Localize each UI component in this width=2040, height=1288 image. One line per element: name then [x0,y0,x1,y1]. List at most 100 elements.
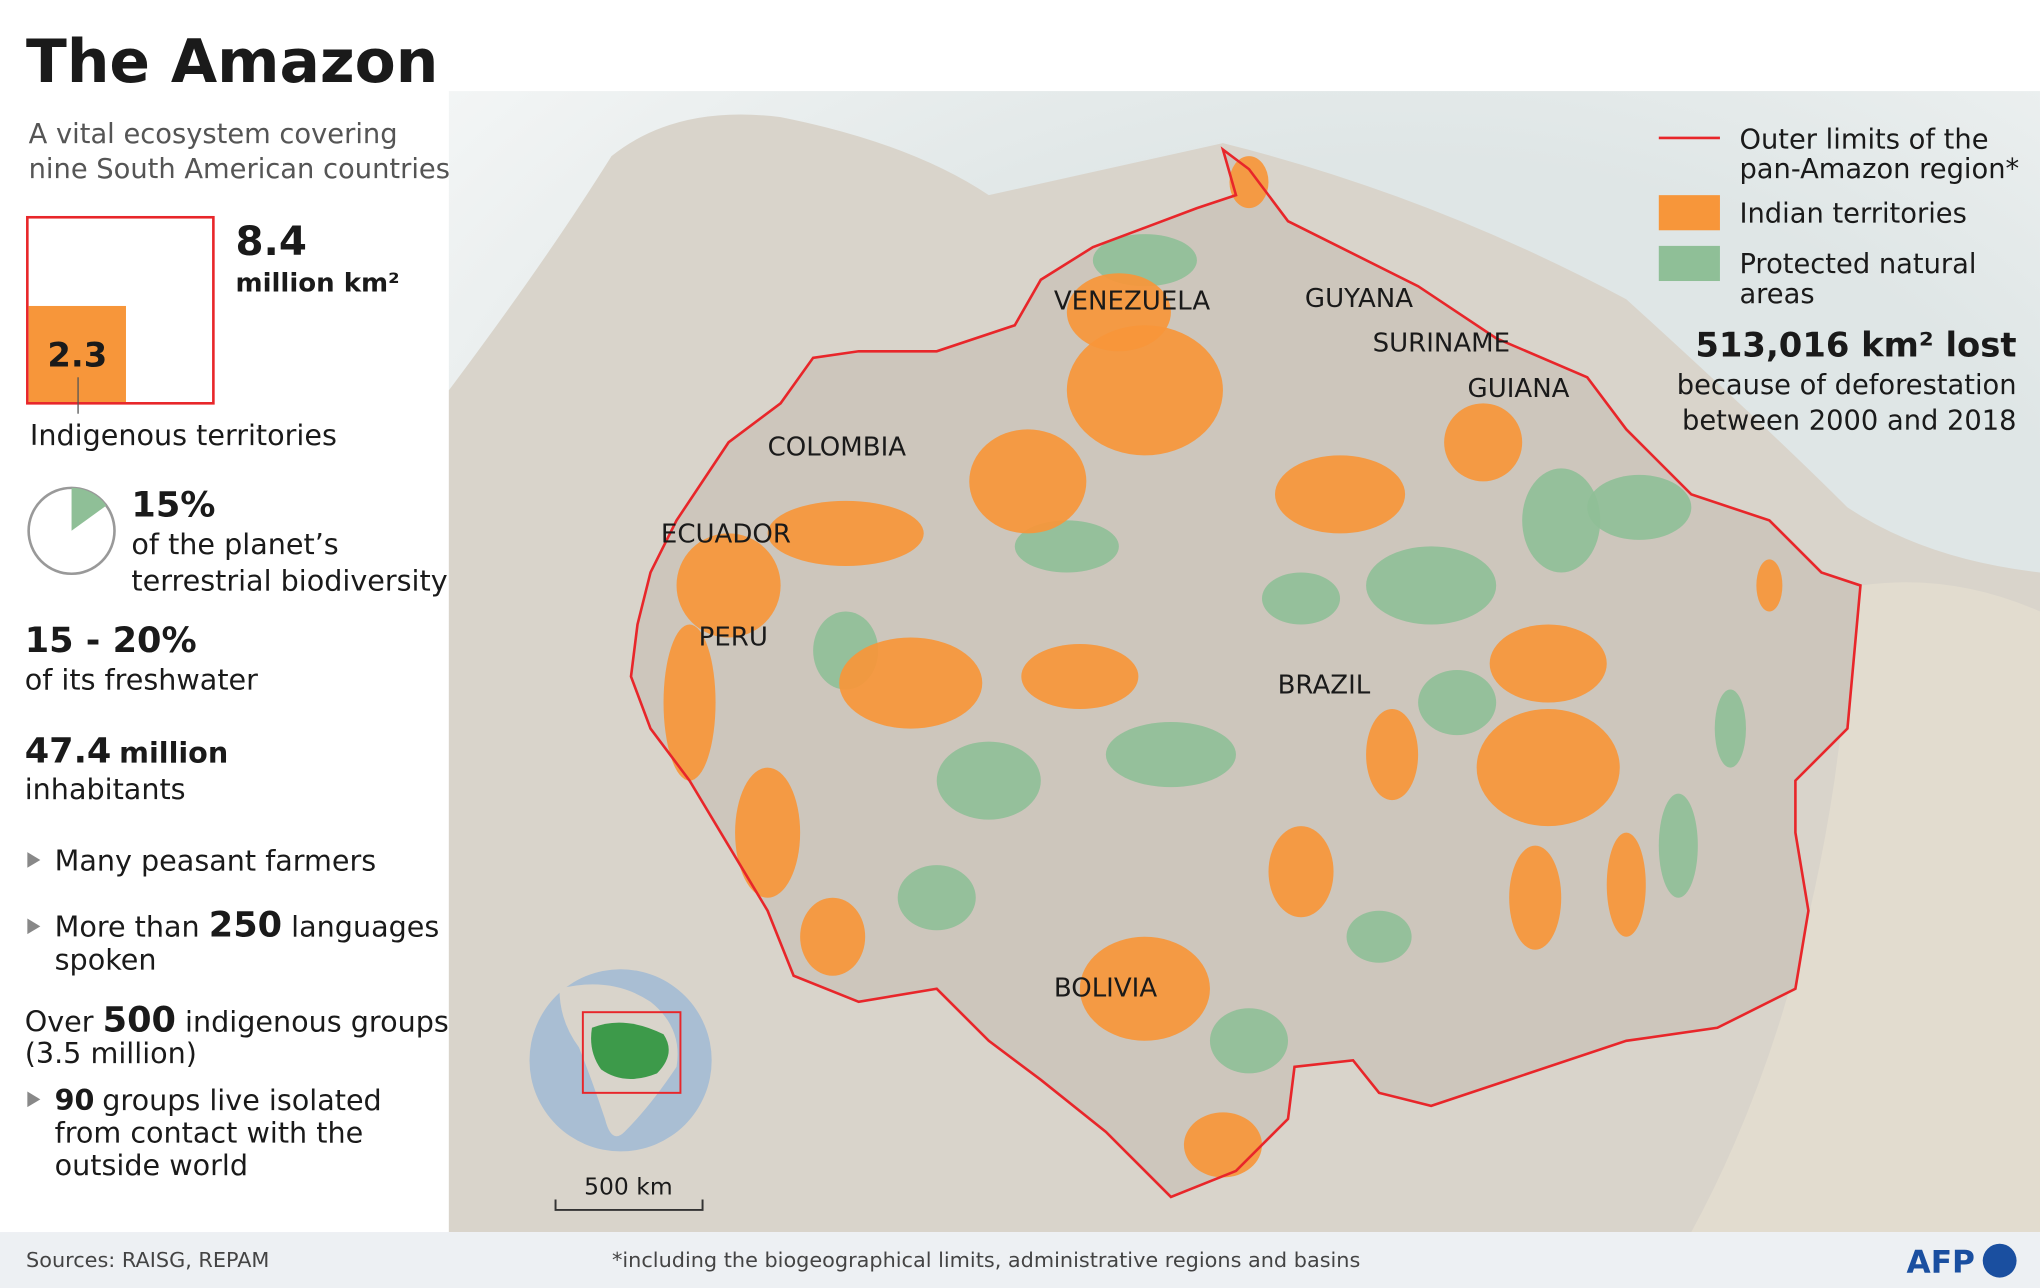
map-land-east [1691,582,2040,1233]
indian-territory [663,624,716,781]
legend-label-part: areas [1739,279,1814,310]
legend-label-part: Outer limits of the [1739,124,1988,155]
scale-label: 500 km [584,1172,672,1200]
biodiversity-text-part: terrestrial biodiversity [131,564,447,598]
deforestation-value-part: 513,016 km² lost [1695,325,2016,364]
biodiversity-text-part: of the planet’s [131,527,338,561]
country-label: ECUADOR [661,520,791,550]
biodiversity-text: terrestrial biodiversity [131,564,447,598]
protected-area [936,741,1041,820]
indian-territory [1079,936,1210,1041]
biodiversity-value: 15% [131,485,215,526]
scale-label-part: 500 km [584,1172,672,1200]
languages-line2-part: spoken [55,942,157,976]
legend-label: Outer limits of the [1739,124,1988,155]
groups: Over 500 indigenous groups [25,1000,449,1041]
area-indigenous [28,305,126,403]
country-label-part: COLOMBIA [768,432,907,462]
scale-bar [554,1199,704,1211]
footnote: *including the biogeographical limits, a… [612,1248,1360,1272]
amazon-outline [629,146,1862,1199]
bullet [27,918,41,935]
freshwater-value-part: 15 - 20% [25,620,197,661]
logo-part: AFP [1907,1244,1975,1280]
groups-part: indigenous groups [185,1005,449,1039]
subtitle: A vital ecosystem covering [29,119,398,150]
protected-area [1658,793,1698,898]
legend-swatch [1658,195,1720,231]
protected-area [1587,474,1692,540]
globe-frame [581,1011,682,1094]
indian-territory [1274,455,1406,534]
inhabitants-value-part: million [119,735,228,769]
country-label-part: PERU [699,622,768,652]
isolated-line: from contact with the [55,1115,364,1149]
country-label: GUIANA [1468,374,1570,404]
indian-territory [1509,845,1562,950]
area-total-value: 8.4 [235,218,306,265]
indian-territory [1021,644,1139,710]
area-total-value-part: 8.4 [235,218,306,265]
indian-territory [969,429,1087,534]
legend-label: areas [1739,279,1814,310]
protected-area [1105,722,1236,788]
inhabitants-value-part: 47.4 [25,730,112,771]
legend-label-part: pan-Amazon region* [1739,154,2019,185]
country-label: PERU [699,622,768,652]
country-label: COLOMBIA [768,432,907,462]
title-part: The Amazon [26,27,438,97]
indian-territory [1476,709,1620,827]
groups-part: Over [25,1005,94,1039]
logo: AFP [1907,1244,1975,1280]
protected-area [1418,670,1497,736]
deforestation-text: because of deforestation [1677,370,2017,401]
legend-label: Protected natural [1739,249,1976,280]
biodiversity-text: of the planet’s [131,527,338,561]
country-label-part: SURINAME [1373,328,1510,358]
protected-area [1714,689,1746,768]
logo-mark [1982,1243,2017,1278]
legend-swatch [1658,245,1720,282]
indian-territory [1229,156,1269,209]
languages: More than 250 languages [55,905,440,946]
country-label-part: BOLIVIA [1054,974,1158,1004]
footer-band [0,1232,2040,1288]
isolated: 90 groups live isolated [55,1083,382,1117]
biodiversity-value-part: 15% [131,485,215,526]
groups-line2-part: (3.5 million) [25,1036,197,1070]
inhabitants-text-part: inhabitants [25,772,186,806]
freshwater-value: 15 - 20% [25,620,197,661]
inhabitants-text: inhabitants [25,772,186,806]
indian-territory [676,533,781,638]
protected-area [1014,520,1119,573]
area-unit-part: million km² [235,268,399,298]
area-label-part: Indigenous territories [30,418,337,452]
indian-territory [839,637,983,729]
country-label: VENEZUELA [1054,287,1211,317]
area-indigenous-value: 2.3 [47,335,107,374]
languages-part: 250 [209,905,282,946]
indian-territory [1756,559,1783,612]
bullet [27,1091,41,1108]
legend-label: pan-Amazon region* [1739,154,2019,185]
languages-part: More than [55,910,200,944]
groups-line2: (3.5 million) [25,1036,197,1070]
country-label: BOLIVIA [1054,974,1158,1004]
peasants-part: Many peasant farmers [55,843,377,877]
indian-territory [800,897,866,976]
deforestation-text: between 2000 and 2018 [1682,405,2017,436]
isolated-line-part: from contact with the [55,1115,364,1149]
country-label-part: GUYANA [1305,284,1413,314]
protected-area [1209,1008,1289,1074]
subtitle-part: A vital ecosystem covering [29,119,398,150]
legend-label: Indian territories [1739,198,1966,229]
freshwater-text-part: of its freshwater [25,663,258,697]
country-label: GUYANA [1305,284,1413,314]
map: VENEZUELA GUYANA SURINAME GUIANA COLOMBIA ECU… [529,146,1862,1211]
indian-territory [1366,709,1419,801]
country-label-part: ECUADOR [661,520,791,550]
indian-territory [1183,1112,1262,1178]
protected-area [1346,910,1412,963]
protected-area [1522,468,1601,573]
protected-area [1261,572,1341,625]
